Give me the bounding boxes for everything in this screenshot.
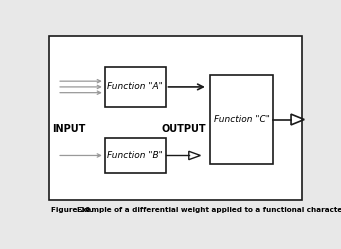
Text: Function "B": Function "B" <box>107 151 163 160</box>
Text: Function "A": Function "A" <box>107 82 163 91</box>
Text: Example of a differential weight applied to a functional characteristic.: Example of a differential weight applied… <box>77 207 341 213</box>
Text: Figure 26.: Figure 26. <box>50 207 97 213</box>
Bar <box>210 75 272 164</box>
Bar <box>105 67 165 107</box>
Text: OUTPUT: OUTPUT <box>162 124 206 134</box>
Bar <box>49 36 302 199</box>
Text: INPUT: INPUT <box>53 124 86 134</box>
Bar <box>105 138 165 173</box>
Text: Function "C": Function "C" <box>213 115 269 124</box>
